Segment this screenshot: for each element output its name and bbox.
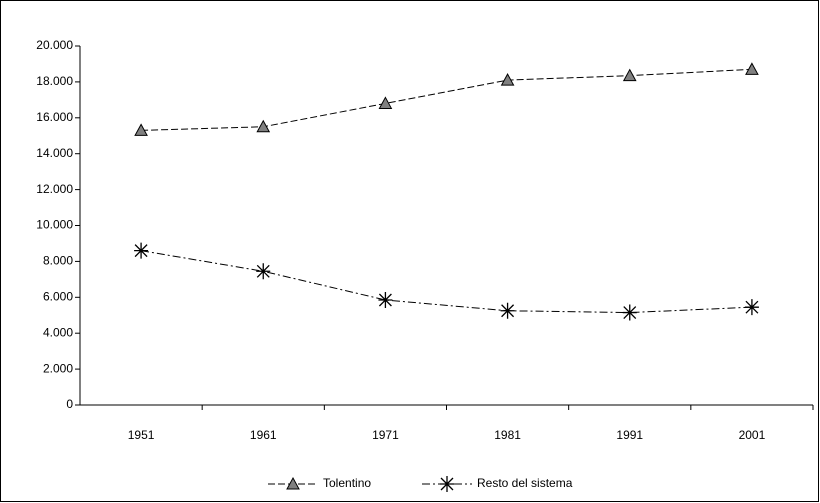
x-tick-label: 1981 <box>494 428 521 442</box>
y-tick-label: 18.000 <box>36 74 73 88</box>
marker-asterisk <box>256 263 271 280</box>
y-tick-label: 2.000 <box>43 361 73 375</box>
y-tick-label: 10.000 <box>36 218 73 232</box>
x-tick-label: 2001 <box>739 428 766 442</box>
marker-asterisk <box>500 302 515 319</box>
y-tick-label: 8.000 <box>43 254 73 268</box>
marker-asterisk <box>744 299 759 316</box>
x-tick-label: 1961 <box>250 428 277 442</box>
marker-triangle <box>378 96 393 109</box>
legend-label: Tolentino <box>323 476 371 490</box>
marker-asterisk <box>440 476 454 492</box>
x-tick-label: 1951 <box>128 428 155 442</box>
y-tick-label: 20.000 <box>36 38 73 52</box>
marker-triangle <box>745 62 759 75</box>
marker-triangle <box>622 68 637 82</box>
y-tick-label: 16.000 <box>36 110 73 124</box>
series-line <box>140 250 752 314</box>
y-tick-label: 0 <box>66 397 73 411</box>
y-tick-label: 12.000 <box>36 182 73 196</box>
series-line <box>141 68 752 131</box>
marker-asterisk <box>378 291 393 308</box>
marker-asterisk <box>622 304 637 321</box>
marker-triangle <box>286 476 300 490</box>
marker-triangle <box>256 119 271 133</box>
x-tick-label: 1991 <box>616 428 643 442</box>
y-tick-label: 14.000 <box>36 146 73 160</box>
y-tick-label: 4.000 <box>43 325 73 339</box>
marker-triangle <box>500 73 515 86</box>
marker-asterisk <box>134 242 149 259</box>
legend-label: Resto del sistema <box>477 476 573 490</box>
marker-triangle <box>134 123 148 136</box>
y-tick-label: 6.000 <box>43 289 73 303</box>
x-tick-label: 1971 <box>372 428 399 442</box>
